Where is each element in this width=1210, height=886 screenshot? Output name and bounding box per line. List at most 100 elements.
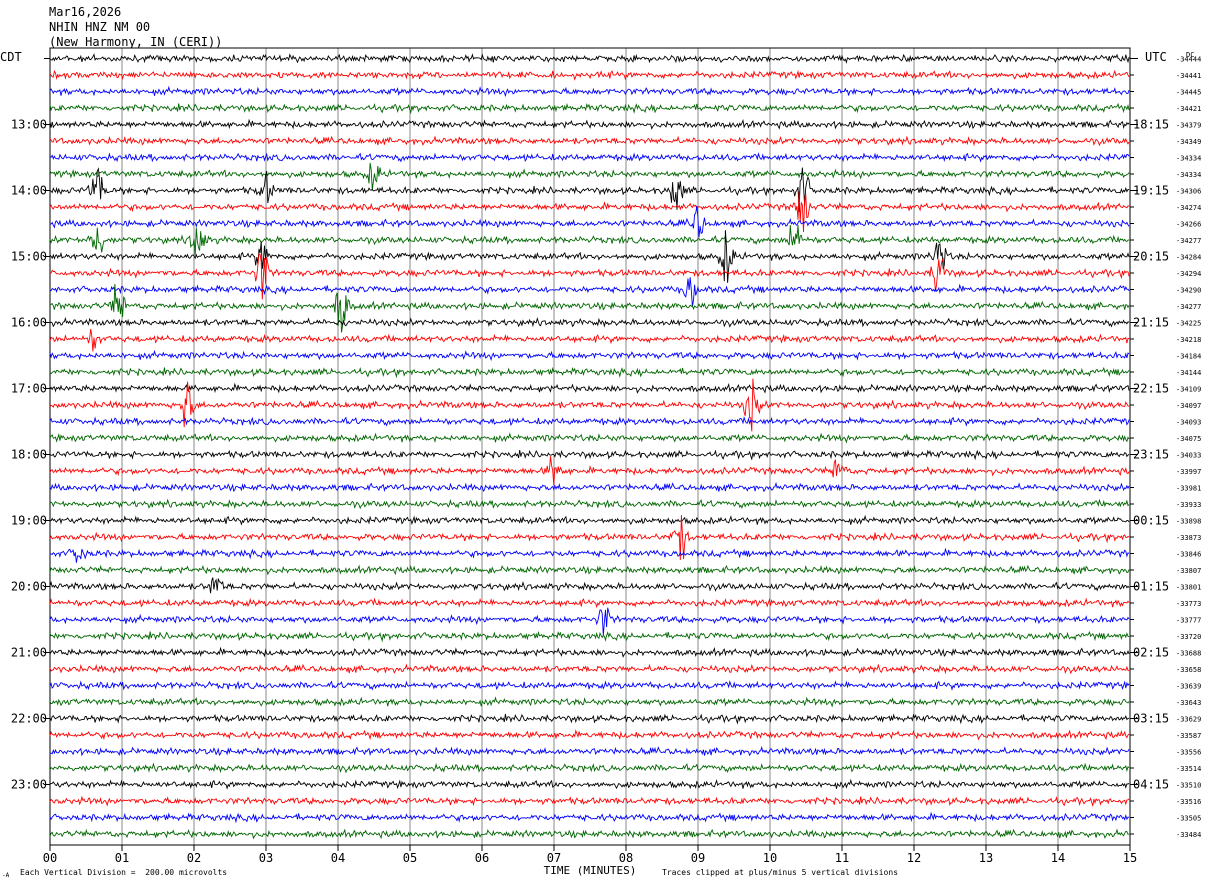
trace-line	[49, 607, 1130, 636]
trace-line	[49, 564, 1130, 576]
trace-line	[49, 449, 1130, 461]
trace-line	[49, 316, 1130, 328]
header-station: NHIN HNZ NM 00	[49, 20, 151, 34]
dc-offset-label: -33981	[1176, 485, 1201, 493]
trace-line	[49, 349, 1130, 362]
dc-offset-label: -34349	[1176, 138, 1201, 146]
x-tick-label: 11	[835, 851, 849, 865]
x-tick-label: 09	[691, 851, 705, 865]
dc-offset-label: -34421	[1176, 105, 1201, 113]
footer-scale-note: Each Vertical Division = 200.00 microvol…	[20, 868, 228, 877]
dc-offset-label: -33898	[1176, 518, 1201, 526]
dc-offset-label: -34093	[1176, 419, 1201, 427]
dc-offset-label: -34266	[1176, 221, 1201, 229]
trace-line	[49, 152, 1130, 163]
dc-offset-label: -34184	[1176, 353, 1201, 361]
trace-line	[49, 102, 1130, 115]
x-tick-label: 14	[1051, 851, 1065, 865]
trace-line	[49, 498, 1130, 510]
dc-offset-label: -34294	[1176, 270, 1201, 278]
x-tick-label: 12	[907, 851, 921, 865]
trace-line	[49, 745, 1130, 757]
dc-offset-label: -34441	[1176, 72, 1201, 80]
dc-offset-label: -33807	[1176, 567, 1201, 575]
left-timezone-label: CDT	[0, 50, 22, 64]
trace-line	[49, 762, 1130, 774]
dc-offset-label: -33556	[1176, 749, 1201, 757]
right-hour-label: 03:15	[1133, 712, 1169, 726]
dc-offset-label: -33587	[1176, 732, 1201, 740]
dc-offset-label: -33846	[1176, 551, 1201, 559]
dc-offset-label: -34144	[1176, 369, 1201, 377]
right-hour-label: 23:15	[1133, 448, 1169, 462]
dc-offset-label: -34225	[1176, 320, 1201, 328]
dc-offset-label: -33933	[1176, 501, 1201, 509]
trace-line	[49, 729, 1130, 741]
left-hour-label: 14:00	[11, 184, 47, 198]
x-tick-label: 03	[259, 851, 273, 865]
trace-line	[49, 795, 1130, 808]
header-location: (New Harmony, IN (CERI))	[49, 35, 223, 49]
dc-offset-label: -34334	[1176, 171, 1201, 179]
dc-offset-label: -34379	[1176, 122, 1201, 130]
dc-offset-label: -33516	[1176, 798, 1201, 806]
dc-offset-label: -33873	[1176, 534, 1201, 542]
trace-line	[49, 277, 1130, 307]
left-hour-label: 17:00	[11, 382, 47, 396]
trace-line	[49, 456, 1130, 486]
trace-line	[49, 811, 1130, 824]
dc-offset-label: -33514	[1176, 765, 1201, 773]
trace-line	[49, 162, 1130, 191]
x-tick-label: 02	[187, 851, 201, 865]
left-hour-label: 19:00	[11, 514, 47, 528]
dc-offset-label: -33484	[1176, 831, 1201, 839]
left-hour-label: 13:00	[11, 118, 47, 132]
trace-line	[49, 230, 1130, 283]
footer-clip-note: Traces clipped at plus/minus 5 vertical …	[662, 868, 899, 877]
left-hour-label: 23:00	[11, 778, 47, 792]
trace-line	[49, 515, 1130, 561]
trace-line	[49, 118, 1130, 130]
dc-offset-label: -33773	[1176, 600, 1201, 608]
x-tick-label: 05	[403, 851, 417, 865]
left-hour-label: 18:00	[11, 448, 47, 462]
footer-corner-mark: -A	[2, 872, 10, 879]
trace-line	[49, 481, 1130, 493]
x-tick-label: 00	[43, 851, 57, 865]
x-tick-label: 15	[1123, 851, 1137, 865]
left-hour-label: 21:00	[11, 646, 47, 660]
dc-offset-label: -34334	[1176, 155, 1201, 163]
dc-offset-label: -34109	[1176, 386, 1201, 394]
dc-offset-label: -33510	[1176, 782, 1201, 790]
x-tick-label: 04	[331, 851, 345, 865]
trace-line	[49, 167, 1130, 212]
x-tick-label: 13	[979, 851, 993, 865]
dc-offset-label: -33688	[1176, 650, 1201, 658]
right-hour-label: 20:15	[1133, 250, 1169, 264]
trace-line	[49, 328, 1130, 352]
dc-offset-label: -33777	[1176, 617, 1201, 625]
trace-line	[49, 382, 1130, 394]
trace-line	[49, 663, 1130, 675]
x-tick-label: 08	[619, 851, 633, 865]
dc-offset-label: -34306	[1176, 188, 1201, 196]
trace-line	[49, 135, 1130, 147]
dc-offset-label: -33658	[1176, 666, 1201, 674]
trace-line	[49, 205, 1130, 238]
dc-offset-label: -34075	[1176, 435, 1201, 443]
plot-frame	[49, 47, 1131, 846]
trace-line	[49, 283, 1130, 333]
right-hour-label: 00:15	[1133, 514, 1169, 528]
dc-offset-label: -33505	[1176, 815, 1201, 823]
trace-line	[49, 828, 1130, 840]
trace-line	[49, 713, 1130, 725]
x-tick-label: 07	[547, 851, 561, 865]
right-hour-label: 19:15	[1133, 184, 1169, 198]
trace-line	[49, 696, 1130, 708]
x-axis-label: TIME (MINUTES)	[544, 864, 637, 877]
dc-offset-label: -34277	[1176, 237, 1201, 245]
trace-line	[49, 378, 1130, 432]
trace-line	[49, 577, 1130, 594]
trace-line	[49, 597, 1130, 609]
